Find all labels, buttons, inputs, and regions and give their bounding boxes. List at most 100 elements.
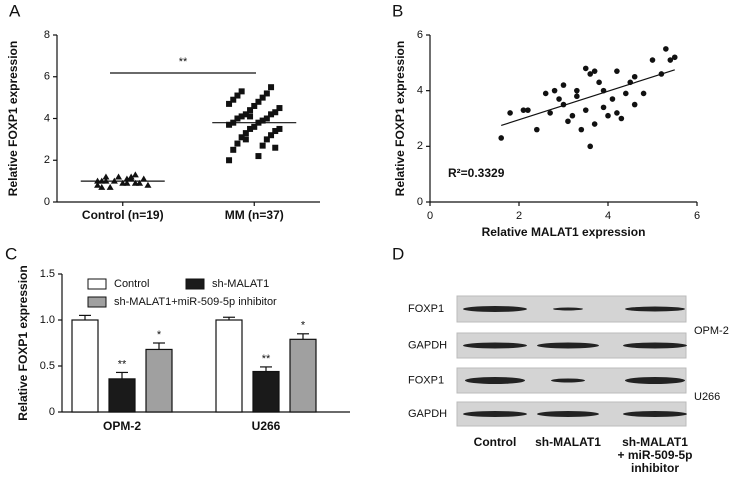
- value-label: *: [301, 320, 306, 332]
- scatter-point: [631, 101, 638, 108]
- triangle-point: [94, 181, 102, 188]
- lane-label: sh-MALAT1: [535, 435, 601, 449]
- square-point: [268, 84, 275, 91]
- scatter-point: [582, 107, 589, 113]
- scatter-point: [596, 79, 602, 86]
- bar: [145, 348, 173, 413]
- y-tick-label: 0: [49, 406, 55, 418]
- legend-swatch: [87, 278, 107, 290]
- scatter-point: [565, 118, 571, 125]
- legend-swatch: [87, 296, 107, 308]
- bar: [71, 319, 99, 413]
- square-point: [242, 111, 249, 118]
- square-point: [226, 121, 233, 128]
- scatter-point: [591, 68, 598, 74]
- square-point: [238, 113, 245, 120]
- x-tick-label: OPM-2: [103, 419, 141, 433]
- bar: [252, 370, 280, 413]
- bar: [108, 378, 136, 413]
- y-axis-title: Relative FOXP1 expression: [393, 41, 407, 196]
- value-label: **: [118, 358, 127, 370]
- scatter-point: [649, 57, 656, 63]
- r-squared: R²=0.3329: [448, 166, 505, 180]
- blot-band: [625, 377, 685, 384]
- scatter-point: [623, 90, 629, 97]
- blot-band: [551, 378, 585, 383]
- cell-line-label: OPM-2: [694, 325, 729, 337]
- triangle-point: [106, 183, 114, 190]
- bar: [215, 319, 243, 413]
- scatter-point: [578, 126, 585, 133]
- square-point: [234, 140, 241, 147]
- scatter-point: [574, 87, 580, 94]
- lane-label: Control: [474, 435, 517, 449]
- square-point: [234, 92, 241, 99]
- triangle-point: [115, 173, 123, 180]
- panel-letter: C: [5, 244, 17, 263]
- square-point: [259, 94, 266, 101]
- scatter-point: [534, 126, 540, 133]
- lane-label: inhibitor: [631, 461, 679, 475]
- blot-band: [463, 342, 527, 349]
- scatter-point: [667, 57, 674, 63]
- row-label: GAPDH: [408, 408, 447, 420]
- scatter-point: [591, 121, 598, 127]
- row-label: FOXP1: [408, 374, 444, 386]
- scatter-point: [609, 96, 616, 102]
- panel-letter: A: [9, 1, 21, 20]
- square-point: [263, 136, 270, 143]
- square-point: [276, 105, 283, 112]
- scatter-point: [663, 46, 669, 52]
- blot-band: [463, 411, 527, 417]
- blot-band: [625, 306, 685, 312]
- scatter-point: [520, 107, 527, 113]
- legend-label: sh-MALAT1: [212, 278, 269, 290]
- y-tick-label: 6: [44, 71, 50, 83]
- x-tick-label: 2: [516, 210, 522, 222]
- square-point: [272, 128, 279, 135]
- blot-band: [537, 411, 599, 417]
- scatter-point: [569, 112, 576, 119]
- square-point: [242, 136, 249, 143]
- square-point: [272, 144, 279, 151]
- blot-band: [463, 306, 527, 312]
- panel-letter: B: [392, 1, 403, 20]
- square-point: [247, 113, 254, 120]
- scatter-point: [605, 112, 611, 119]
- scatter-point: [556, 96, 562, 102]
- square-point: [234, 115, 241, 122]
- square-point: [226, 157, 233, 164]
- scatter-point: [631, 73, 638, 80]
- square-point: [247, 125, 254, 132]
- y-tick-label: 2: [417, 140, 423, 152]
- row-label: FOXP1: [408, 303, 444, 315]
- square-point: [268, 111, 275, 118]
- square-point: [226, 100, 233, 107]
- square-point: [263, 115, 270, 122]
- x-axis-title: Relative MALAT1 expression: [482, 225, 646, 239]
- square-point: [230, 96, 237, 103]
- row-label: GAPDH: [408, 339, 447, 351]
- y-tick-label: 8: [44, 29, 50, 41]
- lane-label: sh-MALAT1: [622, 435, 688, 449]
- cell-line-label: U266: [694, 391, 720, 403]
- blot-band: [537, 342, 599, 349]
- square-point: [272, 109, 279, 116]
- square-point: [259, 117, 266, 124]
- y-tick-label: 4: [417, 85, 423, 97]
- square-point: [242, 130, 249, 137]
- scatter-point: [507, 110, 513, 116]
- triangle-point: [144, 181, 152, 188]
- square-point: [251, 102, 258, 109]
- y-tick-label: 4: [44, 112, 50, 124]
- x-tick-label: 6: [694, 210, 700, 222]
- scatter-point: [574, 93, 580, 100]
- y-tick-label: 6: [417, 29, 423, 41]
- fit-line: [501, 69, 675, 127]
- scatter-point: [542, 90, 549, 97]
- scatter-point: [498, 135, 505, 141]
- x-tick-label: 4: [605, 210, 611, 222]
- scatter-point: [618, 115, 625, 122]
- square-point: [247, 107, 254, 114]
- x-tick-label: U266: [252, 419, 281, 433]
